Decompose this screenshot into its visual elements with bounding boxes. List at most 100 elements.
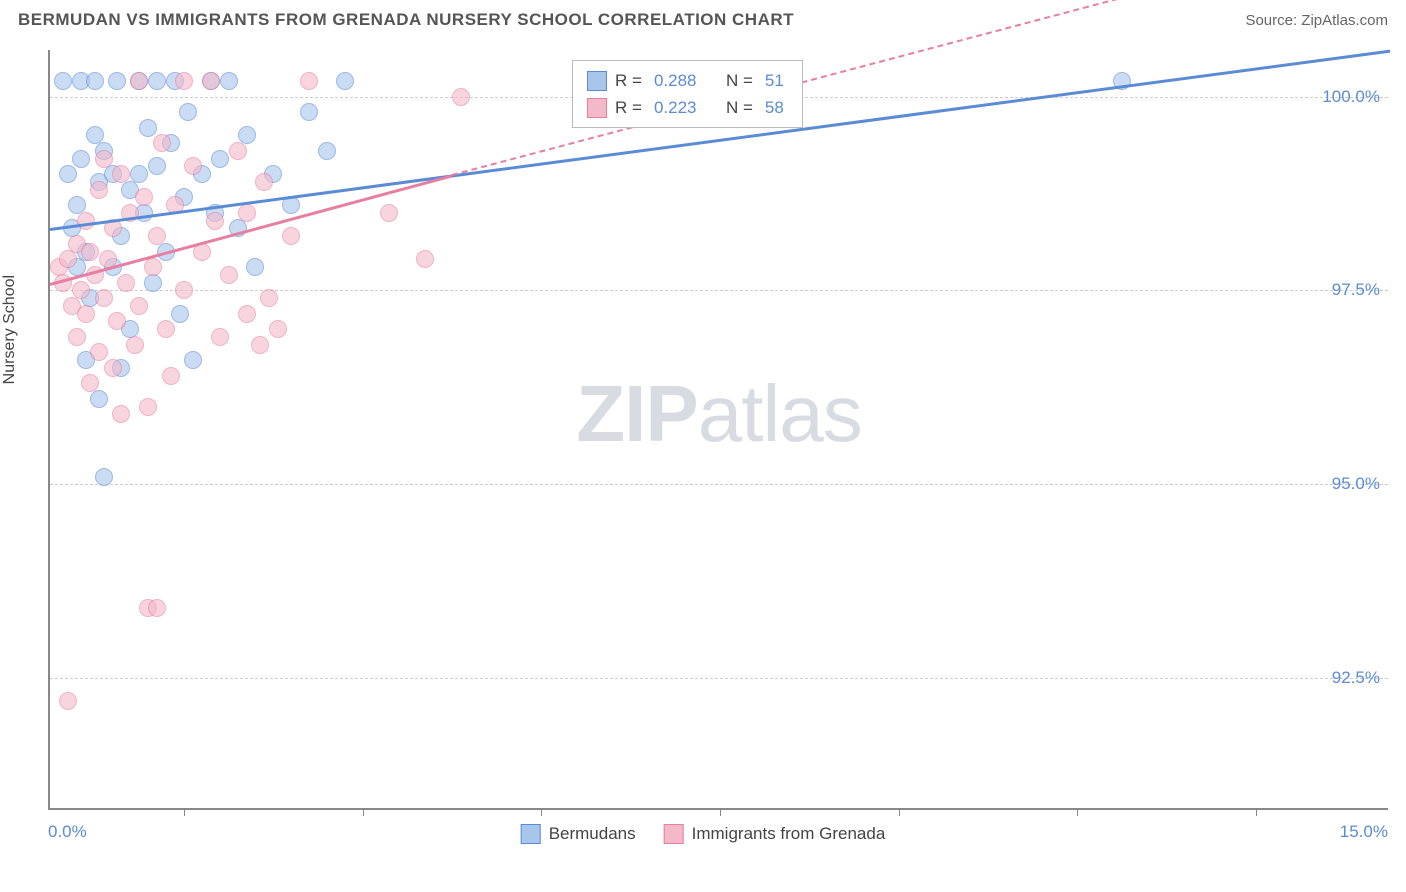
legend-row: R = 0.288 N = 51: [587, 67, 788, 94]
scatter-point: [130, 165, 148, 183]
x-tick: [184, 808, 185, 816]
gridline: [50, 290, 1388, 291]
scatter-point: [220, 72, 238, 90]
scatter-point: [54, 72, 72, 90]
x-axis-max-label: 15.0%: [1340, 822, 1388, 842]
x-tick: [541, 808, 542, 816]
x-axis-min-label: 0.0%: [48, 822, 87, 842]
gridline: [50, 678, 1388, 679]
chart-plot-area: ZIPatlas 92.5% 95.0% 97.5% 100.0%: [48, 50, 1388, 810]
scatter-point: [95, 289, 113, 307]
scatter-point: [238, 204, 256, 222]
scatter-point: [130, 72, 148, 90]
legend-swatch: [521, 824, 541, 844]
x-tick: [363, 808, 364, 816]
scatter-point: [153, 134, 171, 152]
legend-swatch: [664, 824, 684, 844]
scatter-point: [282, 227, 300, 245]
scatter-point: [72, 281, 90, 299]
scatter-point: [162, 367, 180, 385]
scatter-point: [59, 250, 77, 268]
scatter-point: [269, 320, 287, 338]
legend-n-value: 51: [765, 67, 784, 94]
scatter-point: [104, 359, 122, 377]
scatter-point: [148, 599, 166, 617]
scatter-point: [59, 165, 77, 183]
chart-header: BERMUDAN VS IMMIGRANTS FROM GRENADA NURS…: [0, 0, 1406, 36]
scatter-point: [144, 274, 162, 292]
scatter-point: [260, 289, 278, 307]
scatter-point: [179, 103, 197, 121]
scatter-point: [126, 336, 144, 354]
scatter-point: [246, 258, 264, 276]
scatter-point: [175, 281, 193, 299]
scatter-point: [229, 142, 247, 160]
scatter-point: [157, 320, 175, 338]
scatter-point: [175, 72, 193, 90]
scatter-point: [238, 305, 256, 323]
legend-n-label: N =: [726, 67, 753, 94]
scatter-point: [112, 405, 130, 423]
legend-n-value: 58: [765, 94, 784, 121]
chart-title: BERMUDAN VS IMMIGRANTS FROM GRENADA NURS…: [18, 10, 794, 30]
y-tick-label: 100.0%: [1322, 87, 1380, 107]
scatter-point: [130, 297, 148, 315]
series-legend: Bermudans Immigrants from Grenada: [521, 824, 886, 844]
scatter-point: [202, 72, 220, 90]
scatter-point: [59, 692, 77, 710]
scatter-point: [86, 72, 104, 90]
scatter-point: [139, 119, 157, 137]
scatter-point: [144, 258, 162, 276]
scatter-point: [139, 398, 157, 416]
legend-r-label: R =: [615, 67, 642, 94]
scatter-point: [255, 173, 273, 191]
scatter-point: [220, 266, 238, 284]
y-tick-label: 95.0%: [1332, 474, 1380, 494]
scatter-point: [90, 181, 108, 199]
legend-label: Bermudans: [549, 824, 636, 844]
scatter-point: [211, 328, 229, 346]
legend-n-label: N =: [726, 94, 753, 121]
scatter-point: [95, 468, 113, 486]
scatter-point: [81, 243, 99, 261]
source-label: Source: ZipAtlas.com: [1245, 12, 1388, 29]
scatter-point: [77, 305, 95, 323]
legend-item: Bermudans: [521, 824, 636, 844]
legend-item: Immigrants from Grenada: [664, 824, 886, 844]
legend-swatch: [587, 71, 607, 91]
scatter-point: [184, 157, 202, 175]
scatter-point: [148, 72, 166, 90]
correlation-legend: R = 0.288 N = 51 R = 0.223 N = 58: [572, 60, 803, 128]
y-tick-label: 92.5%: [1332, 668, 1380, 688]
scatter-point: [148, 157, 166, 175]
scatter-point: [171, 305, 189, 323]
scatter-point: [112, 165, 130, 183]
scatter-point: [452, 88, 470, 106]
x-tick: [1077, 808, 1078, 816]
y-tick-label: 97.5%: [1332, 280, 1380, 300]
scatter-point: [68, 328, 86, 346]
scatter-point: [336, 72, 354, 90]
watermark: ZIPatlas: [576, 368, 861, 460]
legend-r-value: 0.223: [654, 94, 697, 121]
scatter-point: [95, 150, 113, 168]
legend-r-value: 0.288: [654, 67, 697, 94]
scatter-point: [90, 343, 108, 361]
x-tick: [899, 808, 900, 816]
scatter-point: [380, 204, 398, 222]
scatter-point: [211, 150, 229, 168]
y-axis-label: Nursery School: [1, 275, 19, 384]
gridline: [50, 484, 1388, 485]
scatter-point: [251, 336, 269, 354]
scatter-point: [72, 150, 90, 168]
scatter-point: [416, 250, 434, 268]
scatter-point: [184, 351, 202, 369]
legend-swatch: [587, 98, 607, 118]
scatter-point: [81, 374, 99, 392]
x-tick: [720, 808, 721, 816]
scatter-point: [108, 72, 126, 90]
scatter-point: [148, 227, 166, 245]
x-tick: [1256, 808, 1257, 816]
legend-r-label: R =: [615, 94, 642, 121]
scatter-point: [318, 142, 336, 160]
